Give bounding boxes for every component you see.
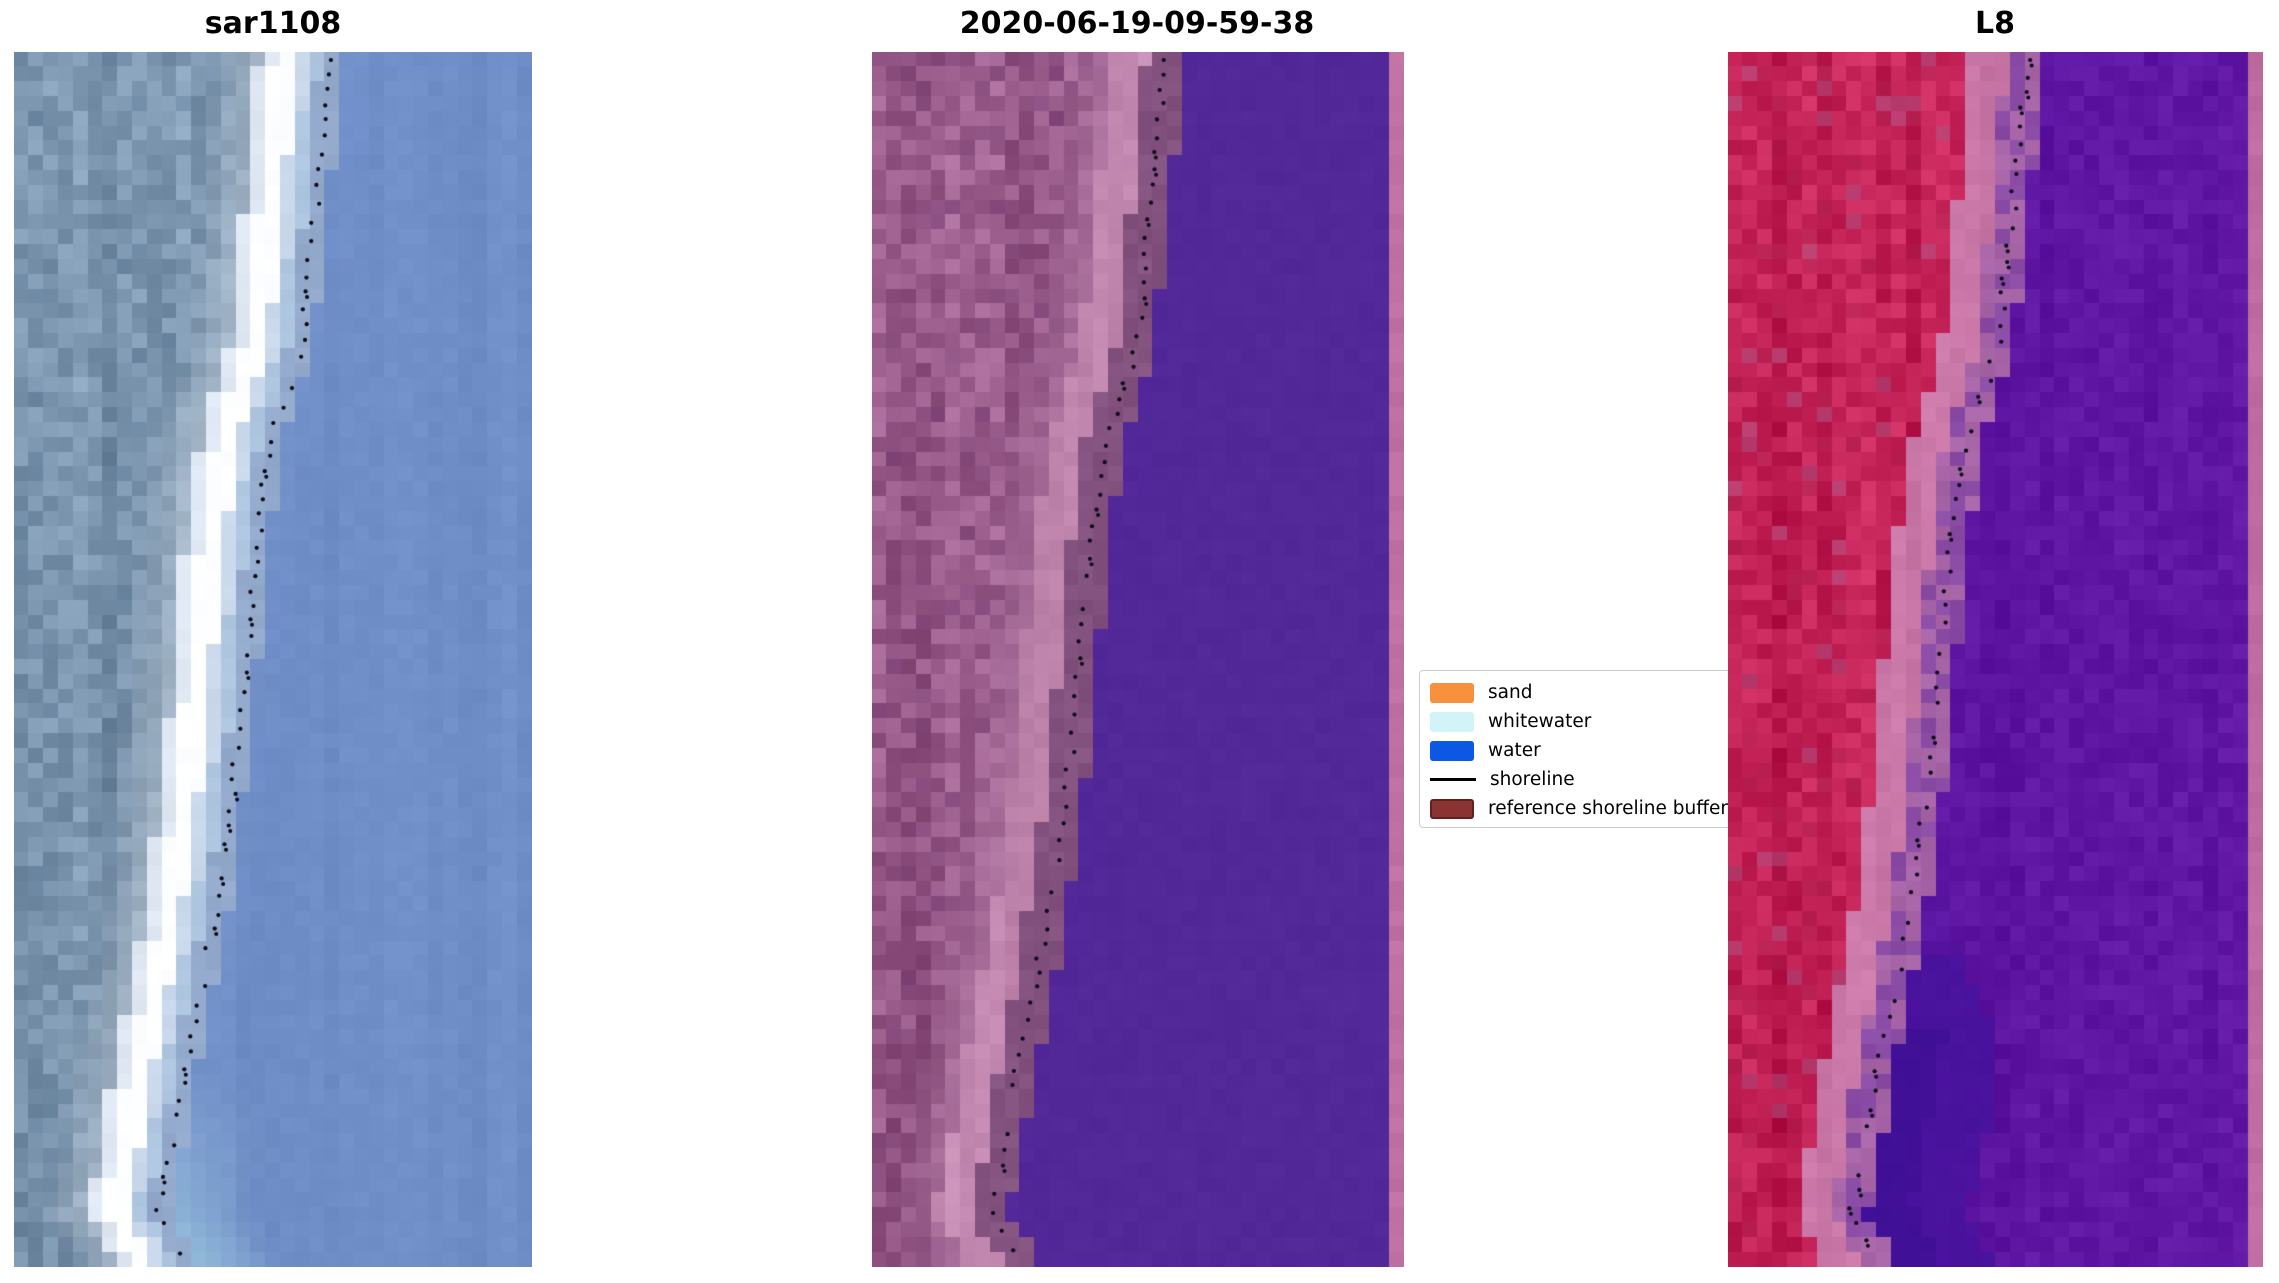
legend-item-water: water bbox=[1430, 736, 1810, 765]
classification-image-canvas bbox=[872, 52, 1404, 1267]
water-color-swatch bbox=[1430, 740, 1474, 761]
legend-item-sand: sand bbox=[1430, 678, 1810, 707]
panel-classification bbox=[872, 52, 1404, 1267]
panel-l8 bbox=[1728, 52, 2263, 1267]
legend-item-shoreline: shoreline bbox=[1430, 765, 1810, 794]
legend-label: water bbox=[1488, 740, 1541, 761]
legend-label: whitewater bbox=[1488, 711, 1592, 732]
panel-title-l8: L8 bbox=[1975, 6, 2015, 41]
panel-title-classification: 2020-06-19-09-59-38 bbox=[959, 6, 1315, 41]
legend-label: sand bbox=[1488, 682, 1533, 703]
sar-image-canvas bbox=[14, 52, 532, 1267]
whitewater-color-swatch bbox=[1430, 711, 1474, 732]
reference-color-swatch bbox=[1430, 798, 1474, 819]
legend-item-reference-shoreline-buffer: reference shoreline buffer bbox=[1430, 794, 1810, 823]
shoreline-line-swatch bbox=[1430, 778, 1476, 781]
legend-label: reference shoreline buffer bbox=[1488, 798, 1728, 819]
legend-item-whitewater: whitewater bbox=[1430, 707, 1810, 736]
sand-color-swatch bbox=[1430, 682, 1474, 703]
legend-label: shoreline bbox=[1490, 769, 1575, 790]
panel-sar bbox=[14, 52, 532, 1267]
panel-title-sar: sar1108 bbox=[204, 6, 342, 41]
l8-image-canvas bbox=[1728, 52, 2263, 1267]
